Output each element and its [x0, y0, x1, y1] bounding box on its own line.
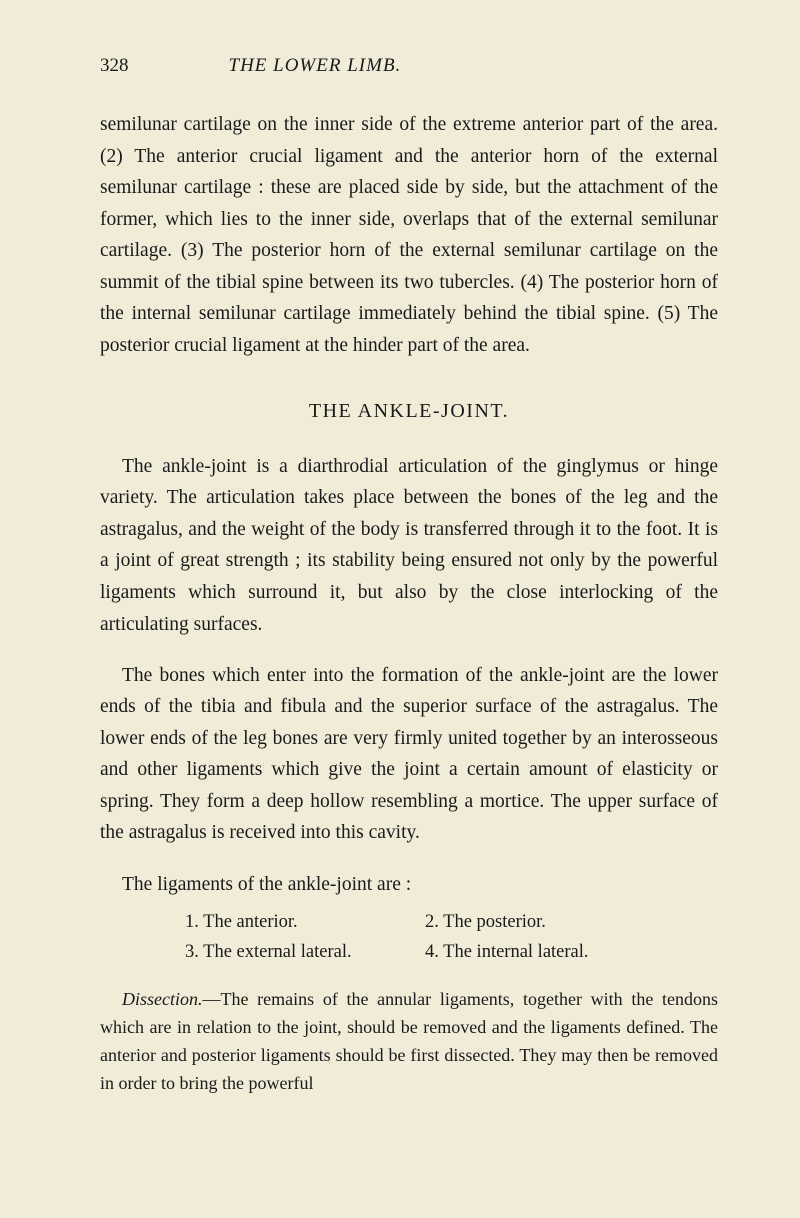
- ligament-list: 1. The anterior. 2. The posterior. 3. Th…: [185, 908, 718, 968]
- paragraph-1: semilunar cartilage on the inner side of…: [100, 109, 718, 362]
- page-header: 328 THE LOWER LIMB.: [100, 55, 718, 77]
- list-item-4: 4. The internal lateral.: [425, 938, 718, 968]
- list-row: 1. The anterior. 2. The posterior.: [185, 908, 718, 938]
- running-title: THE LOWER LIMB.: [229, 55, 402, 77]
- list-item-1: 1. The anterior.: [185, 908, 425, 938]
- paragraph-2: The ankle-joint is a diarthrodial articu…: [100, 451, 718, 640]
- section-heading: THE ANKLE-JOINT.: [100, 400, 718, 423]
- page-content: 328 THE LOWER LIMB. semilunar cartilage …: [0, 0, 800, 1176]
- list-item-3: 3. The external lateral.: [185, 938, 425, 968]
- paragraph-3: The bones which enter into the formation…: [100, 660, 718, 849]
- page-number: 328: [100, 55, 129, 77]
- list-item-2: 2. The posterior.: [425, 908, 718, 938]
- dissection-label: Dissection.: [122, 989, 203, 1009]
- list-row: 3. The external lateral. 4. The internal…: [185, 938, 718, 968]
- dissection-paragraph: Dissection.—The remains of the annular l…: [100, 986, 718, 1098]
- paragraph-4: The ligaments of the ankle-joint are :: [100, 869, 718, 901]
